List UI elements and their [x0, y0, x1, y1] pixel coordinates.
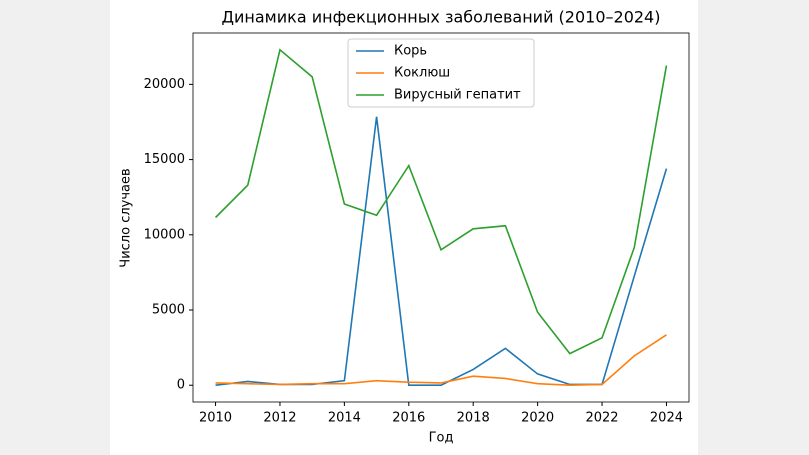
x-tick-label: 2016 [392, 411, 425, 426]
y-tick-label: 10000 [144, 227, 185, 242]
y-tick-label: 20000 [144, 77, 185, 92]
y-tick-label: 5000 [152, 303, 185, 318]
y-axis-label: Число случаев [119, 168, 134, 267]
chart-title: Динамика инфекционных заболеваний (2010–… [222, 8, 661, 27]
x-tick-label: 2024 [650, 411, 683, 426]
y-tick-label: 0 [177, 378, 185, 393]
legend-label: Вирусный гепатит [394, 88, 521, 103]
x-tick-label: 2018 [457, 411, 490, 426]
plot-frame [192, 32, 690, 403]
x-axis-label: Год [429, 431, 454, 446]
series-line [215, 334, 667, 387]
y-tick-label: 15000 [144, 152, 185, 167]
x-tick-label: 2014 [328, 411, 361, 426]
x-tick-label: 2022 [585, 411, 618, 426]
legend-label: Коклюш [394, 66, 450, 81]
x-tick-label: 2010 [199, 411, 232, 426]
legend-label: Корь [394, 44, 427, 59]
series-line [214, 48, 668, 355]
legend-box [347, 38, 535, 108]
x-tick-label: 2020 [521, 411, 554, 426]
x-tick-label: 2012 [263, 411, 296, 426]
